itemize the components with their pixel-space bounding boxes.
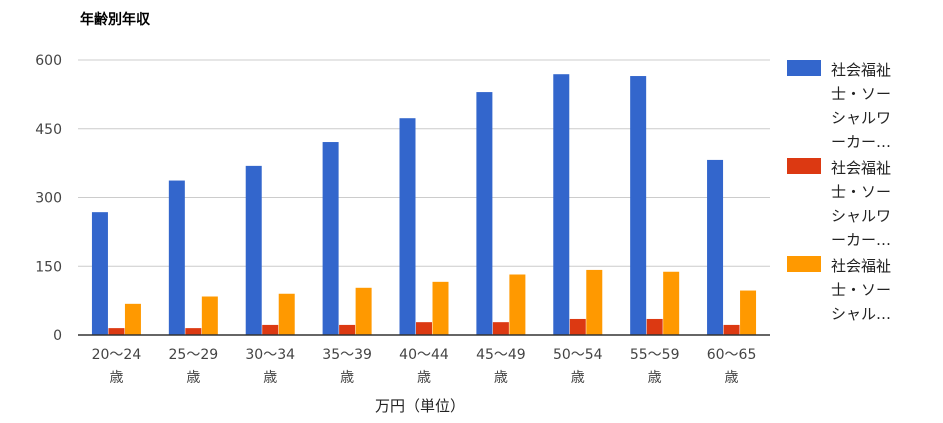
bar-series-3-9 (740, 290, 757, 335)
y-tick-label: 450 (35, 122, 62, 138)
x-tick-label: 45〜49 (476, 347, 526, 363)
bar-series-2-6 (492, 322, 509, 335)
x-tick-label: 40〜44 (399, 347, 449, 363)
bar-series-3-3 (278, 293, 295, 335)
legend-label: シャルワ (831, 109, 891, 127)
bar-series-2-3 (262, 324, 279, 335)
bar-series-1-2 (168, 180, 185, 335)
x-axis-ticks: 20〜24 歳 25〜29 歳 30〜34 歳 35〜39 歳 40〜44 歳 45〜49 歳 50〜5… (92, 347, 757, 386)
legend-swatch (787, 158, 821, 174)
y-axis-ticks: 0 150 300 450 600 (35, 53, 62, 344)
bars (91, 74, 757, 336)
bar-series-2-1 (108, 328, 125, 335)
bar-series-3-8 (663, 271, 680, 335)
bar-series-1-4 (322, 142, 339, 335)
x-axis-title: 万円（単位） (375, 397, 465, 415)
bar-series-2-2 (185, 328, 202, 335)
legend-label: ーカー… (831, 133, 891, 151)
x-tick-label: 50〜54 (553, 347, 603, 363)
bar-series-3-5 (432, 281, 449, 335)
legend-swatch (787, 256, 821, 272)
y-tick-label: 600 (35, 53, 62, 69)
legend-label: 社会福祉 (831, 257, 891, 275)
y-tick-label: 0 (53, 328, 62, 344)
legend-label: 社会福祉 (831, 61, 891, 79)
legend-label: ーカー… (831, 231, 891, 249)
bar-series-3-1 (124, 303, 141, 335)
legend-label: 士・ソー (831, 281, 891, 299)
x-tick-label: 歳 (340, 370, 354, 386)
x-tick-label: 歳 (648, 370, 662, 386)
x-tick-label: 30〜34 (245, 347, 295, 363)
bar-series-2-4 (339, 324, 356, 335)
legend-label: 士・ソー (831, 85, 891, 103)
x-tick-label: 歳 (571, 370, 585, 386)
bar-series-3-7 (586, 269, 603, 335)
x-tick-label: 20〜24 (92, 347, 142, 363)
legend: 社会福祉士・ソーシャルワーカー…社会福祉士・ソーシャルワーカー…社会福祉士・ソー… (787, 60, 891, 323)
bar-series-1-8 (630, 76, 647, 336)
legend-label: 士・ソー (831, 183, 891, 201)
bar-series-1-7 (553, 74, 570, 335)
legend-label: シャル… (831, 305, 891, 323)
grid-lines (78, 59, 770, 267)
x-tick-label: 歳 (494, 370, 508, 386)
bar-series-1-5 (399, 118, 416, 335)
bar-series-2-9 (723, 324, 740, 335)
bar-series-2-8 (646, 318, 663, 335)
bar-series-1-9 (707, 159, 724, 335)
bar-series-1-6 (476, 92, 493, 335)
legend-swatch (787, 60, 821, 76)
bar-series-2-5 (416, 322, 432, 335)
x-tick-label: 歳 (725, 370, 739, 386)
legend-label: シャルワ (831, 207, 891, 225)
x-tick-label: 35〜39 (322, 347, 372, 363)
x-tick-label: 歳 (417, 370, 431, 386)
x-tick-label: 25〜29 (169, 347, 219, 363)
y-tick-label: 300 (35, 191, 62, 207)
x-tick-label: 歳 (263, 370, 277, 386)
legend-label: 社会福祉 (831, 159, 891, 177)
x-tick-label: 60〜65 (707, 347, 757, 363)
bar-series-2-7 (569, 318, 586, 335)
x-tick-label: 歳 (109, 370, 123, 386)
bar-series-1-3 (245, 165, 262, 335)
y-tick-label: 150 (35, 259, 62, 275)
bar-series-3-4 (355, 287, 372, 335)
bar-series-1-1 (91, 212, 108, 335)
bar-series-3-6 (509, 274, 526, 335)
x-tick-label: 55〜59 (630, 347, 680, 363)
bar-series-3-2 (201, 296, 218, 335)
x-tick-label: 歳 (186, 370, 200, 386)
chart-title: 年齢別年収 (80, 11, 151, 28)
